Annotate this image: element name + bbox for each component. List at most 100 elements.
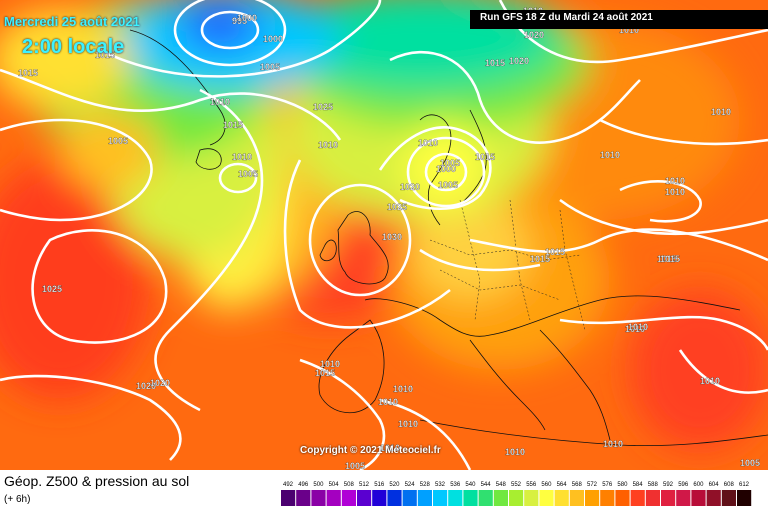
isobar-label: 1020 (509, 56, 529, 66)
isobar-label: 995 (232, 16, 247, 26)
scale-swatch (357, 490, 372, 506)
scale-tick-label: 596 (678, 482, 689, 488)
isobar-label: 1005 (238, 169, 258, 179)
isobar-label: 1015 (315, 368, 335, 378)
scale-swatch (372, 490, 387, 506)
scale-swatch (478, 490, 493, 506)
scale-tick-label: 500 (313, 482, 324, 488)
scale-tick-label: 608 (724, 482, 735, 488)
isobar-label: 1015 (223, 120, 243, 130)
isobar-label: 1020 (150, 378, 170, 388)
copyright-text: Copyright © 2021 Meteociel.fr (300, 445, 441, 456)
scale-swatch (311, 490, 326, 506)
isobar-label: 1010 (393, 384, 413, 394)
scale-swatch (569, 490, 584, 506)
scale-swatch (493, 490, 508, 506)
isobar-label: 1010 (711, 107, 731, 117)
isobar-label: 1010 (665, 176, 685, 186)
scale-tick-label: 568 (572, 482, 583, 488)
scale-tick-label: 564 (557, 482, 568, 488)
isobar-label: 1015 (657, 254, 677, 264)
scale-swatch (676, 490, 691, 506)
isobar-label: 1005 (440, 158, 460, 168)
scale-swatch (706, 490, 721, 506)
scale-swatch (341, 490, 356, 506)
scale-tick-label: 496 (298, 482, 309, 488)
scale-tick-label: 532 (435, 482, 446, 488)
scale-tick-label: 604 (709, 482, 720, 488)
isobar-label: 1010 (603, 439, 623, 449)
color-field (0, 0, 768, 470)
scale-swatch (661, 490, 676, 506)
isobar-label: 1005 (260, 62, 280, 72)
isobar-label: 1025 (387, 202, 407, 212)
scale-swatch (630, 490, 645, 506)
isobar-label: 1000 (237, 13, 257, 23)
scale-tick-label: 544 (481, 482, 492, 488)
isobar-label: 1010 (600, 150, 620, 160)
isobar-label: 1010 (378, 397, 398, 407)
scale-swatch (615, 490, 630, 506)
color-scale: 492 496 500 504 508 512 516 520 524 528 532 536 540 5… (281, 482, 752, 506)
isobar-label: 1015 (660, 254, 680, 264)
scale-tick-label: 504 (329, 482, 340, 488)
scale-swatch (433, 490, 448, 506)
isobar-label: 1010 (320, 359, 340, 369)
scale-swatch (691, 490, 706, 506)
scale-swatch (539, 490, 554, 506)
scale-swatch (296, 490, 311, 506)
scale-tick-label: 552 (511, 482, 522, 488)
scale-swatch (645, 490, 660, 506)
scale-tick-label: 600 (693, 482, 704, 488)
scale-tick-label: 556 (526, 482, 537, 488)
isobar-label: 1005 (740, 458, 760, 468)
isobar-label: 1030 (382, 232, 402, 242)
scale-tick-label: 588 (648, 482, 659, 488)
scale-swatch (417, 490, 432, 506)
scale-tick-label: 520 (389, 482, 400, 488)
scale-tick-label: 612 (739, 482, 750, 488)
isobar-label: 1010 (619, 25, 639, 35)
isobar-label: 1015 (545, 247, 565, 257)
scale-tick-label: 492 (283, 482, 294, 488)
isobar-label: 1010 (210, 97, 230, 107)
isobar-label: 1010 (700, 376, 720, 386)
isobar-label: 1005 (438, 180, 458, 190)
isobar-label: 1015 (475, 152, 495, 162)
isobar-label: 1020 (136, 381, 156, 391)
scale-tick-label: 524 (405, 482, 416, 488)
scale-swatch (448, 490, 463, 506)
scale-tick-label: 528 (420, 482, 431, 488)
borders (429, 199, 586, 331)
isobar-label: 1020 (524, 30, 544, 40)
scale-swatch (524, 490, 539, 506)
isobar-label: 1010 (418, 138, 438, 148)
isobar-label: 1025 (42, 284, 62, 294)
isobar-label: 1015 (95, 50, 115, 60)
scale-tick-label: 540 (465, 482, 476, 488)
isobar-label: 1015 (530, 254, 550, 264)
scale-tick-label: 536 (450, 482, 461, 488)
scale-tick-label: 560 (541, 482, 552, 488)
scale-swatch (387, 490, 402, 506)
scale-swatch (463, 490, 478, 506)
scale-tick-label: 580 (617, 482, 628, 488)
isobar-label: 1005 (345, 461, 365, 470)
scale-tick-label: 548 (496, 482, 507, 488)
forecast-time: 2:00 locale (22, 36, 125, 58)
isobars (0, 0, 768, 470)
isobar-label: 1010 (628, 322, 648, 332)
scale-tick-label: 516 (374, 482, 385, 488)
isobar-label: 1000 (436, 164, 456, 174)
run-info-box (470, 10, 768, 29)
isobar-label: 1000 (263, 34, 283, 44)
legend-subtitle: (+ 6h) (4, 494, 31, 505)
scale-swatch (402, 490, 417, 506)
isobar-label: 1010 (232, 152, 252, 162)
scale-swatch (737, 490, 752, 506)
geopotential-map: 9951000100510101015101510151010100510251… (0, 0, 768, 470)
scale-swatch (554, 490, 569, 506)
scale-tick-label: 508 (344, 482, 355, 488)
isobar-label: 1025 (313, 102, 333, 112)
